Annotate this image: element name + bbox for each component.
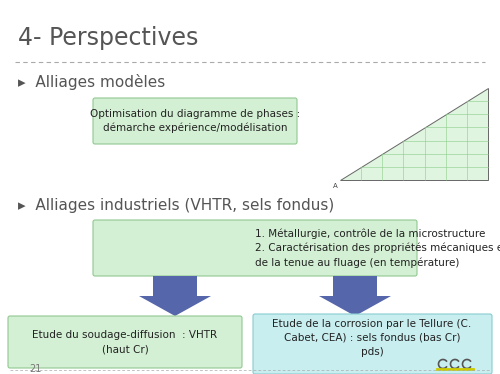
Text: 4- Perspectives: 4- Perspectives bbox=[18, 26, 199, 50]
Polygon shape bbox=[340, 88, 488, 180]
Text: Optimisation du diagramme de phases :
démarche expérience/modélisation: Optimisation du diagramme de phases : dé… bbox=[90, 108, 300, 134]
Polygon shape bbox=[153, 276, 197, 296]
Polygon shape bbox=[319, 296, 391, 316]
Text: Etude de la corrosion par le Tellure (C.
Cabet, CEA) : sels fondus (bas Cr)
pds): Etude de la corrosion par le Tellure (C.… bbox=[272, 319, 471, 357]
Polygon shape bbox=[333, 276, 377, 296]
Text: ▸  Alliages modèles: ▸ Alliages modèles bbox=[18, 74, 165, 90]
Text: ▸  Alliages industriels (VHTR, sels fondus): ▸ Alliages industriels (VHTR, sels fondu… bbox=[18, 197, 334, 212]
FancyBboxPatch shape bbox=[8, 316, 242, 368]
Text: A: A bbox=[333, 183, 338, 189]
FancyBboxPatch shape bbox=[93, 220, 417, 276]
Text: Etude du soudage-diffusion  : VHTR
(haut Cr): Etude du soudage-diffusion : VHTR (haut … bbox=[32, 330, 218, 354]
Text: 21: 21 bbox=[29, 364, 41, 374]
FancyBboxPatch shape bbox=[253, 314, 492, 374]
FancyBboxPatch shape bbox=[93, 98, 297, 144]
Text: 1. Métallurgie, contrôle de la microstructure
2. Caractérisation des propriétés : 1. Métallurgie, contrôle de la microstru… bbox=[255, 228, 500, 268]
Polygon shape bbox=[139, 296, 211, 316]
